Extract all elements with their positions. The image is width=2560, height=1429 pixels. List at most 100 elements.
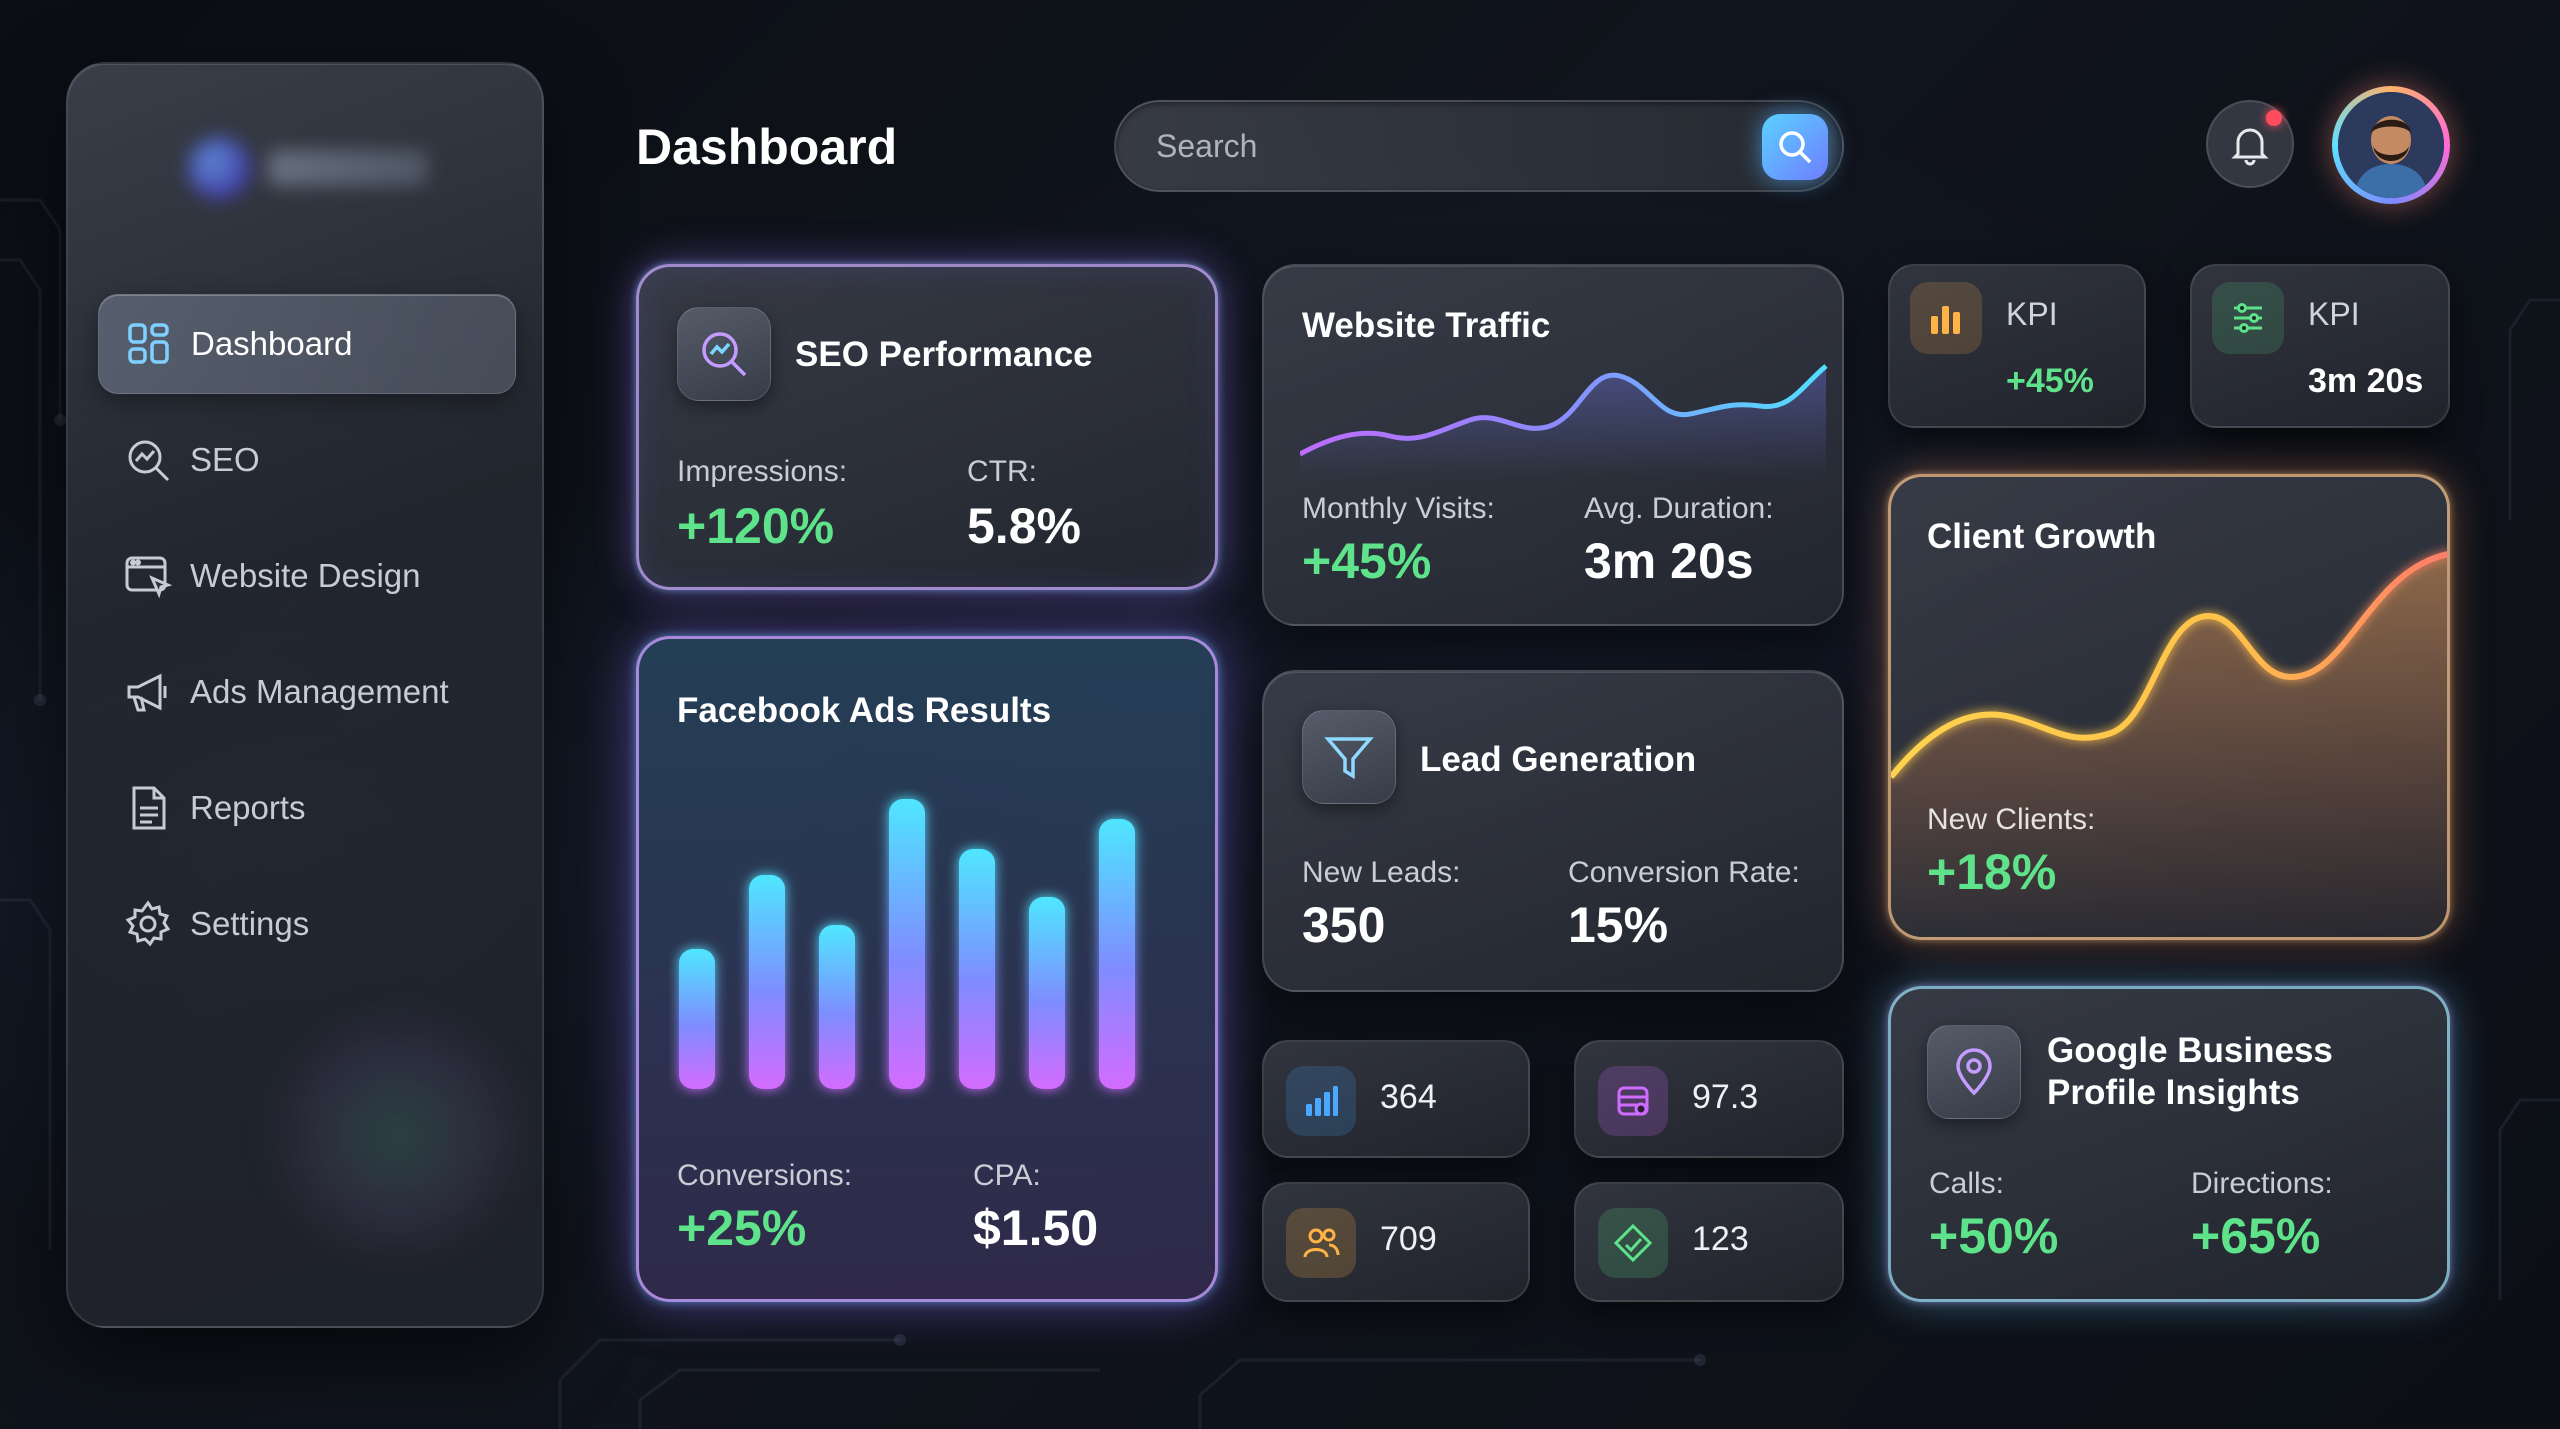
ctr-value: 5.8%	[967, 498, 1081, 554]
bar-1	[679, 949, 715, 1089]
search-input[interactable]	[1156, 102, 1716, 190]
kpi-card-duration[interactable]: KPI 3m 20s	[2190, 264, 2450, 428]
card-title-line1: Google Business	[2047, 1031, 2333, 1070]
card-title-line2: Profile Insights	[2047, 1073, 2300, 1112]
grid-icon	[128, 323, 169, 364]
monthly-visits-label: Monthly Visits:	[1302, 492, 1495, 525]
kpi-label: KPI	[2308, 296, 2360, 332]
sidebar-item-dashboard[interactable]: Dashboard	[98, 294, 516, 394]
seo-icon-box	[677, 307, 771, 401]
seo-analytics-icon	[128, 440, 170, 482]
browser-cursor-icon	[125, 556, 172, 599]
user-photo	[2338, 92, 2444, 198]
directions-value: +65%	[2191, 1208, 2321, 1264]
client-growth-card[interactable]: Client Growth New Clients: +18%	[1888, 474, 2450, 940]
lead-icon-box	[1302, 710, 1396, 804]
logo-text	[268, 150, 428, 186]
sidebar: Dashboard SEO Website Design Ads Managem…	[66, 62, 544, 1328]
sidebar-item-label: Ads Management	[190, 673, 449, 710]
facebook-ads-bar-chart	[679, 799, 1135, 1089]
sliders-icon	[2234, 303, 2262, 333]
google-business-card[interactable]: Google Business Profile Insights Calls: …	[1888, 986, 2450, 1302]
search-bar	[1114, 100, 1844, 192]
kpi-card-growth[interactable]: KPI +45%	[1888, 264, 2146, 428]
sidebar-item-website-design[interactable]: Website Design	[98, 526, 516, 626]
stat-card-364[interactable]: 364	[1262, 1040, 1530, 1158]
stat-icon-box	[1286, 1066, 1356, 1136]
stat-value: 709	[1380, 1220, 1437, 1258]
user-portrait-icon	[2338, 92, 2444, 198]
avatar[interactable]	[2332, 86, 2450, 204]
card-title: Lead Generation	[1420, 740, 1697, 779]
notification-badge	[2266, 110, 2282, 126]
impressions-value: +120%	[677, 498, 835, 554]
stat-card-709[interactable]: 709	[1262, 1182, 1530, 1302]
users-icon	[1303, 1228, 1340, 1258]
kpi-icon-box	[2212, 282, 2284, 354]
conversions-value: +25%	[677, 1200, 807, 1256]
sidebar-item-label: Settings	[190, 905, 310, 942]
card-title: Website Traffic	[1302, 306, 1551, 345]
impressions-label: Impressions:	[677, 455, 848, 488]
new-clients-label: New Clients:	[1927, 803, 2096, 836]
sidebar-item-reports[interactable]: Reports	[98, 758, 516, 858]
stat-icon-box	[1598, 1066, 1668, 1136]
search-button[interactable]	[1762, 114, 1828, 180]
stat-value: 97.3	[1692, 1078, 1759, 1116]
new-leads-value: 350	[1302, 897, 1386, 953]
bar-chart-icon	[1931, 306, 1960, 334]
bar-7	[1099, 819, 1135, 1089]
sidebar-item-label: Website Design	[190, 557, 421, 594]
stat-card-97-3[interactable]: 97.3	[1574, 1040, 1844, 1158]
brand-logo[interactable]	[188, 128, 488, 208]
bar-2	[749, 875, 785, 1089]
seo-performance-card[interactable]: SEO Performance Impressions: +120% CTR: …	[636, 264, 1218, 590]
bell-icon	[2231, 128, 2269, 166]
sidebar-glow	[268, 1006, 528, 1266]
tag-icon	[1613, 1223, 1653, 1263]
card-title: SEO Performance	[795, 335, 1093, 374]
conversions-label: Conversions:	[677, 1159, 853, 1192]
search-icon	[1779, 131, 1812, 164]
conversion-rate-value: 15%	[1568, 897, 1669, 953]
kpi-icon-box	[1910, 282, 1982, 354]
megaphone-icon	[127, 673, 167, 712]
lead-generation-card[interactable]: Lead Generation New Leads: 350 Conversio…	[1262, 670, 1844, 992]
logo-mark	[188, 137, 250, 199]
bar-3	[819, 925, 855, 1089]
kpi-value: 3m 20s	[2308, 362, 2424, 400]
website-traffic-card[interactable]: Website Traffic Monthly Visits: +45% Avg…	[1262, 264, 1844, 626]
sidebar-item-label: Dashboard	[191, 325, 353, 362]
sidebar-item-label: Reports	[190, 789, 306, 826]
document-icon	[132, 786, 166, 830]
ctr-label: CTR:	[967, 455, 1037, 488]
kpi-value: +45%	[2006, 362, 2094, 400]
card-title: Client Growth	[1927, 517, 2157, 556]
sidebar-item-seo[interactable]: SEO	[98, 410, 516, 510]
bar-6	[1029, 897, 1065, 1089]
search-analytics-icon	[702, 332, 747, 377]
gear-icon	[125, 900, 171, 947]
stat-icon-box	[1286, 1208, 1356, 1278]
stat-icon-box	[1598, 1208, 1668, 1278]
bar-5	[959, 849, 995, 1089]
notification-button[interactable]	[2206, 100, 2294, 188]
stat-value: 123	[1692, 1220, 1749, 1258]
google-icon-box	[1927, 1025, 2021, 1119]
sidebar-nav: Dashboard SEO Website Design Ads Managem…	[98, 294, 516, 990]
new-leads-label: New Leads:	[1302, 856, 1461, 889]
stat-value: 364	[1380, 1078, 1437, 1116]
database-icon	[1617, 1086, 1649, 1116]
sidebar-item-label: SEO	[190, 441, 260, 478]
map-pin-icon	[1956, 1048, 1992, 1096]
calls-label: Calls:	[1929, 1167, 2005, 1200]
sidebar-item-settings[interactable]: Settings	[98, 874, 516, 974]
calls-value: +50%	[1929, 1208, 2059, 1264]
facebook-ads-card[interactable]: Facebook Ads Results Conversions: +25% C…	[636, 636, 1218, 1302]
signal-bars-icon	[1306, 1086, 1338, 1116]
client-growth-area-chart	[1891, 551, 2447, 937]
stat-card-123[interactable]: 123	[1574, 1182, 1844, 1302]
avg-duration-value: 3m 20s	[1584, 533, 1754, 589]
sidebar-item-ads-management[interactable]: Ads Management	[98, 642, 516, 742]
cpa-label: CPA:	[973, 1159, 1041, 1192]
